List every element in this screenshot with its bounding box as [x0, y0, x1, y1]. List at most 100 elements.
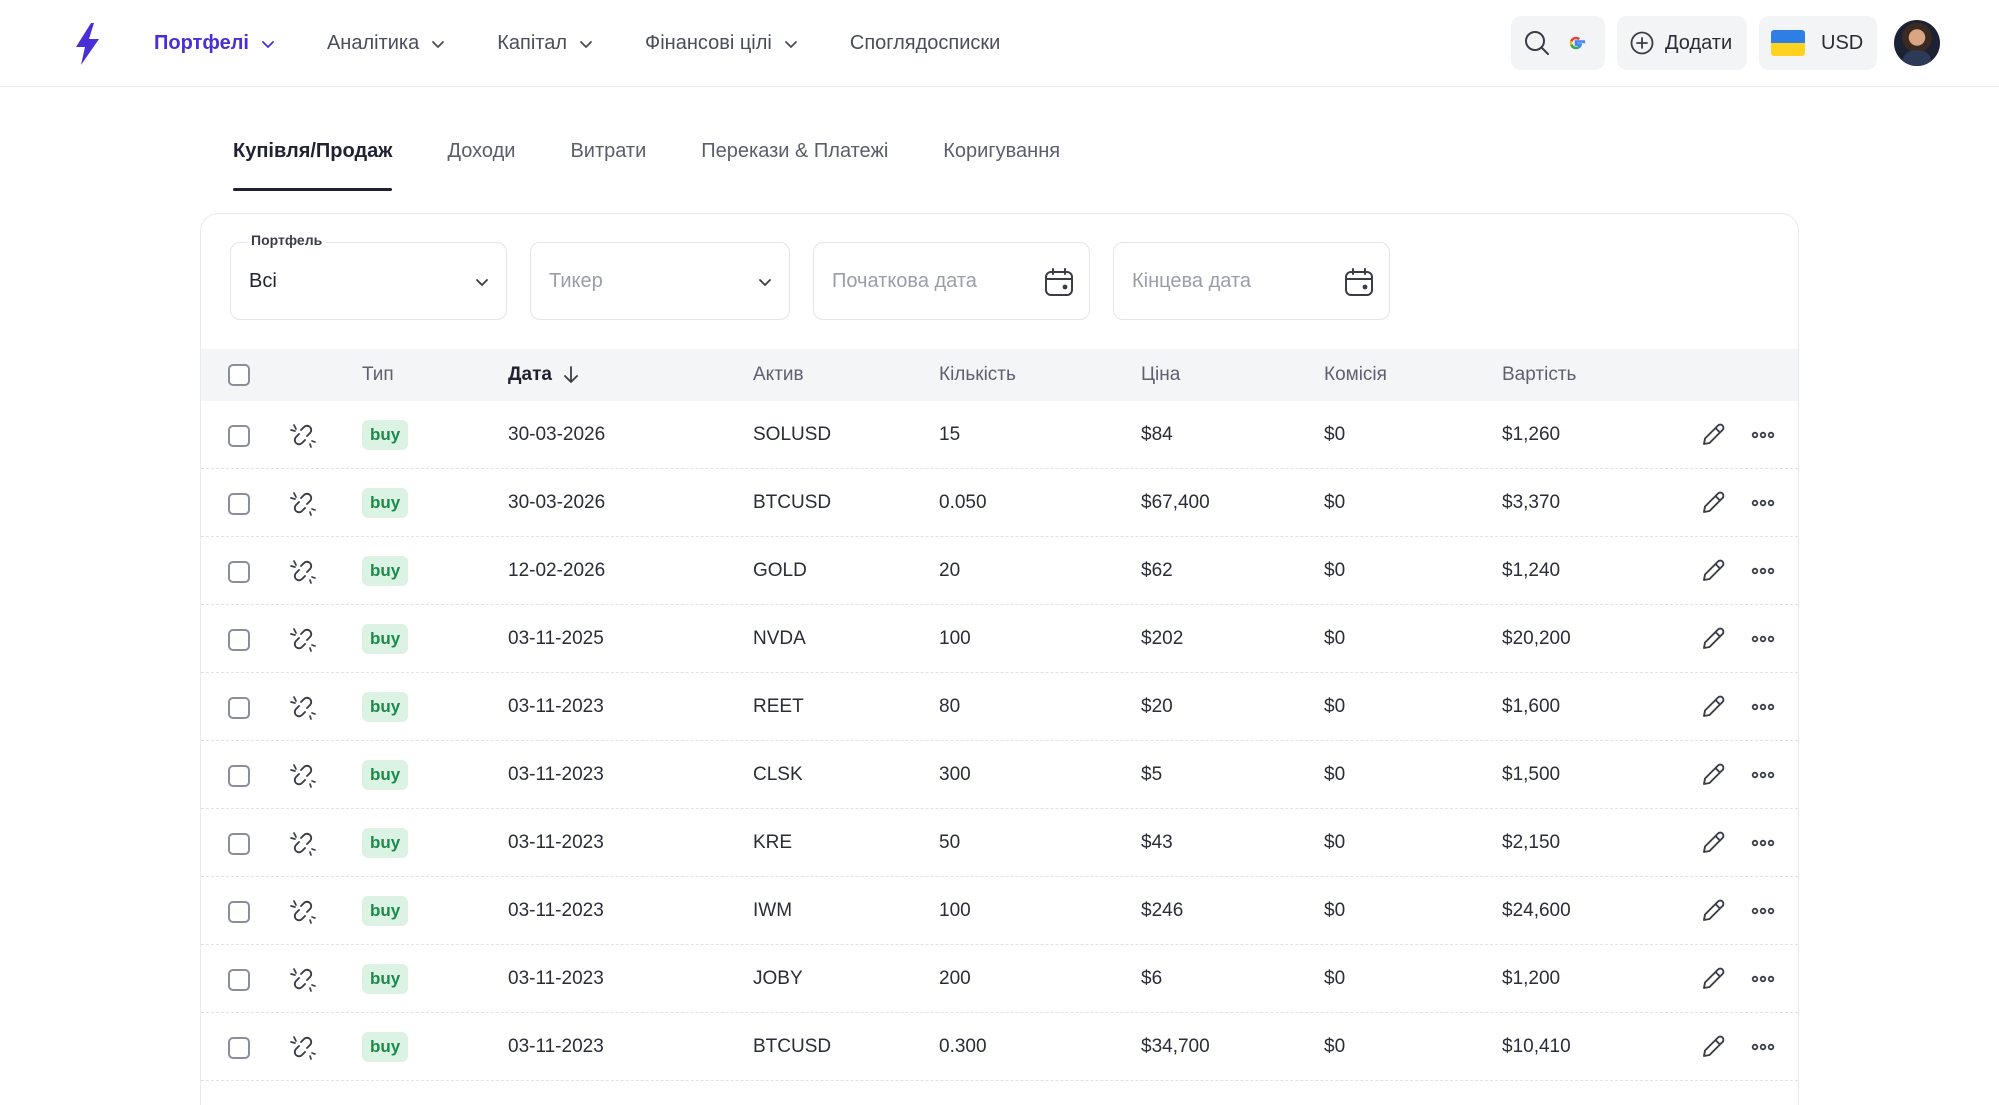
link-icon[interactable]	[289, 693, 317, 721]
table-row[interactable]: buy 30-03-2026 BTCUSD 0.050 $67,400 $0 $…	[201, 469, 1798, 537]
search-button[interactable]	[1511, 16, 1605, 70]
date-cell: 12-02-2026	[508, 560, 606, 581]
fee-cell: $0	[1324, 968, 1346, 989]
fee-cell: $0	[1324, 1036, 1346, 1057]
column-header-fee[interactable]: Комісія	[1324, 364, 1387, 385]
calendar-icon[interactable]	[1043, 266, 1075, 298]
link-icon[interactable]	[289, 625, 317, 653]
asset-cell: IWM	[753, 900, 793, 921]
pencil-icon[interactable]	[1699, 761, 1727, 789]
pencil-icon[interactable]	[1699, 489, 1727, 517]
more-options-icon[interactable]	[1749, 693, 1777, 721]
quantity-cell: 200	[939, 968, 971, 989]
pencil-icon[interactable]	[1699, 557, 1727, 585]
table-row[interactable]: buy 30-03-2026 SOLUSD 15 $84 $0 $1,260	[201, 401, 1798, 469]
link-icon[interactable]	[289, 557, 317, 585]
tab-income[interactable]: Доходи	[447, 140, 516, 162]
table-row[interactable]: buy 03-11-2025 NVDA 100 $202 $0 $20,200	[201, 605, 1798, 673]
add-button[interactable]: Додати	[1617, 16, 1747, 70]
nav-item-portfolios[interactable]: Портфелі	[154, 32, 275, 55]
table-row[interactable]: buy 03-11-2023 CLSK 300 $5 $0 $1,500	[201, 741, 1798, 809]
type-badge: buy	[362, 896, 409, 926]
asset-cell: SOLUSD	[753, 424, 832, 445]
avatar[interactable]	[1894, 20, 1940, 66]
link-icon[interactable]	[289, 897, 317, 925]
asset-cell: JOBY	[753, 968, 803, 989]
pencil-icon[interactable]	[1699, 965, 1727, 993]
row-checkbox[interactable]	[228, 493, 250, 515]
link-icon[interactable]	[289, 421, 317, 449]
pencil-icon[interactable]	[1699, 897, 1727, 925]
more-options-icon[interactable]	[1749, 421, 1777, 449]
quantity-cell: 100	[939, 628, 971, 649]
tab-buy-sell[interactable]: Купівля/Продаж	[233, 140, 393, 192]
select-all-checkbox[interactable]	[228, 364, 250, 386]
nav-item-capital[interactable]: Капітал	[497, 32, 593, 55]
column-header-date-label: Дата	[508, 364, 552, 385]
column-header-asset[interactable]: Актив	[753, 364, 804, 385]
row-checkbox[interactable]	[228, 969, 250, 991]
table-row[interactable]: buy 03-11-2023 JOBY 200 $6 $0 $1,200	[201, 945, 1798, 1013]
link-icon[interactable]	[289, 965, 317, 993]
type-badge: buy	[362, 828, 409, 858]
price-cell: $5	[1141, 764, 1163, 785]
fee-cell: $0	[1324, 628, 1346, 649]
pencil-icon[interactable]	[1699, 1033, 1727, 1061]
link-icon[interactable]	[289, 1033, 317, 1061]
link-icon[interactable]	[289, 829, 317, 857]
calendar-icon[interactable]	[1343, 266, 1375, 298]
nav-item-analytics[interactable]: Аналітика	[327, 32, 445, 55]
more-options-icon[interactable]	[1749, 761, 1777, 789]
table-row[interactable]: buy 03-11-2023 BTCUSD 0.300 $34,700 $0 $…	[201, 1013, 1798, 1081]
asset-cell: CLSK	[753, 764, 803, 785]
value-cell: $1,260	[1502, 424, 1561, 445]
end-date-field[interactable]: Кінцева дата	[1113, 242, 1390, 320]
more-options-icon[interactable]	[1749, 897, 1777, 925]
more-options-icon[interactable]	[1749, 965, 1777, 993]
row-checkbox[interactable]	[228, 629, 250, 651]
value-cell: $1,240	[1502, 560, 1561, 581]
more-options-icon[interactable]	[1749, 625, 1777, 653]
table-row[interactable]: buy 03-11-2023 IWM 100 $246 $0 $24,600	[201, 877, 1798, 945]
table-row[interactable]: buy 03-11-2023 REET 80 $20 $0 $1,600	[201, 673, 1798, 741]
column-header-date[interactable]: Дата	[508, 349, 580, 401]
row-checkbox[interactable]	[228, 765, 250, 787]
column-header-value[interactable]: Вартість	[1502, 364, 1577, 385]
start-date-field[interactable]: Початкова дата	[813, 242, 1090, 320]
asset-cell: BTCUSD	[753, 1036, 832, 1057]
currency-selector[interactable]: USD	[1759, 16, 1877, 70]
link-icon[interactable]	[289, 489, 317, 517]
column-header-price[interactable]: Ціна	[1141, 364, 1181, 385]
tab-adjustments[interactable]: Коригування	[943, 140, 1061, 162]
more-options-icon[interactable]	[1749, 557, 1777, 585]
search-icon	[1525, 31, 1549, 55]
more-options-icon[interactable]	[1749, 1033, 1777, 1061]
tab-transfers-payments[interactable]: Перекази & Платежі	[701, 140, 889, 162]
more-options-icon[interactable]	[1749, 489, 1777, 517]
ticker-select[interactable]: Тикер	[530, 242, 790, 320]
link-icon[interactable]	[289, 761, 317, 789]
row-checkbox[interactable]	[228, 561, 250, 583]
column-header-type[interactable]: Тип	[362, 364, 394, 385]
portfolio-select[interactable]: Портфель Всі	[230, 232, 507, 320]
tab-expenses[interactable]: Витрати	[570, 140, 647, 162]
table-row[interactable]: buy 03-11-2023 KRE 50 $43 $0 $2,150	[201, 809, 1798, 877]
chevron-down-icon	[262, 40, 274, 48]
more-options-icon[interactable]	[1749, 829, 1777, 857]
row-checkbox[interactable]	[228, 697, 250, 719]
pencil-icon[interactable]	[1699, 693, 1727, 721]
value-cell: $2,150	[1502, 832, 1561, 853]
nav-item-financial-goals[interactable]: Фінансові цілі	[645, 32, 798, 55]
table-row[interactable]: buy 12-02-2026 GOLD 20 $62 $0 $1,240	[201, 537, 1798, 605]
row-checkbox[interactable]	[228, 833, 250, 855]
logo-lightning-icon[interactable]	[72, 22, 102, 66]
pencil-icon[interactable]	[1699, 421, 1727, 449]
chevron-down-icon	[432, 40, 445, 48]
nav-item-watchlists[interactable]: Споглядосписки	[850, 32, 1000, 55]
pencil-icon[interactable]	[1699, 625, 1727, 653]
column-header-quantity[interactable]: Кількість	[939, 364, 1016, 385]
pencil-icon[interactable]	[1699, 829, 1727, 857]
row-checkbox[interactable]	[228, 1037, 250, 1059]
row-checkbox[interactable]	[228, 425, 250, 447]
row-checkbox[interactable]	[228, 901, 250, 923]
